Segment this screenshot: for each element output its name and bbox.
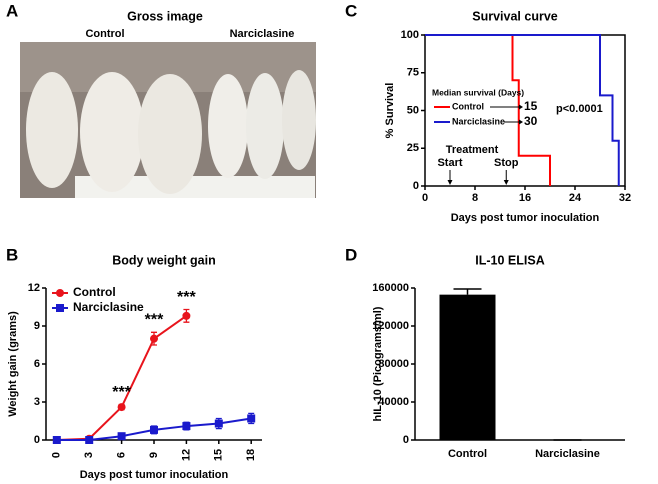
marker — [117, 432, 126, 441]
group-label: Narciclasine — [230, 28, 295, 40]
photo — [20, 42, 316, 198]
significance: *** — [177, 289, 196, 306]
legend-label: Control — [452, 101, 484, 111]
y-tick-label: 120000 — [372, 320, 409, 332]
treatment-title: Treatment — [446, 144, 499, 156]
x-tick-label: 3 — [83, 452, 95, 458]
y-tick-label: 160000 — [372, 282, 409, 294]
legend-label: Control — [73, 285, 116, 299]
x-tick-label: 32 — [619, 192, 631, 204]
panel-letter: B — [6, 245, 18, 264]
marker — [85, 436, 94, 444]
p-value: p<0.0001 — [556, 103, 603, 115]
y-axis-label: Weight gain (grams) — [7, 311, 19, 417]
x-axis-label: Days post tumor inoculation — [451, 212, 600, 224]
x-tick-label: 24 — [569, 192, 582, 204]
legend-label: Narciclasine — [452, 116, 505, 126]
y-tick-label: 9 — [34, 320, 40, 332]
x-axis-label: Days post tumor inoculation — [80, 469, 229, 481]
y-tick-label: 100 — [401, 29, 419, 41]
x-tick-label: Narciclasine — [535, 448, 600, 460]
y-tick-label: 0 — [413, 180, 419, 192]
treatment-label: Stop — [494, 157, 519, 169]
legend-arrowhead — [519, 119, 523, 125]
mouse — [282, 70, 316, 170]
y-axis-label: hIL-10 (Picograms/ml) — [372, 306, 384, 421]
marker — [182, 422, 191, 431]
panel-letter: C — [345, 1, 357, 20]
median-label: 30 — [524, 114, 538, 128]
x-tick-label: 8 — [472, 192, 478, 204]
y-tick-label: 80000 — [378, 358, 409, 370]
y-axis-label: % Survival — [384, 83, 396, 139]
y-tick-label: 40000 — [378, 396, 409, 408]
x-tick-label: 18 — [245, 449, 257, 461]
chart-title: Body weight gain — [112, 253, 215, 267]
bar — [439, 294, 496, 440]
legend-marker — [56, 304, 64, 312]
mouse — [26, 72, 78, 188]
y-tick-label: 25 — [407, 142, 419, 154]
panel-letter: D — [345, 245, 357, 264]
legend-marker — [56, 289, 64, 297]
marker — [247, 414, 256, 423]
marker — [214, 419, 223, 428]
photo-title: Gross image — [127, 9, 203, 23]
chart-title: IL-10 ELISA — [475, 253, 544, 267]
treatment-arrowhead — [503, 180, 509, 185]
y-tick-label: 75 — [407, 67, 419, 79]
y-tick-label: 0 — [34, 434, 40, 446]
x-tick-label: 15 — [213, 449, 225, 461]
mouse — [138, 74, 202, 194]
x-tick-label: 9 — [148, 452, 160, 458]
significance: *** — [145, 312, 164, 329]
x-tick-label: 0 — [51, 452, 63, 458]
x-tick-label: 6 — [116, 452, 128, 458]
treatment-label: Start — [437, 157, 462, 169]
series-line — [56, 315, 187, 441]
marker — [117, 403, 126, 412]
x-tick-label: 12 — [180, 449, 192, 461]
legend-label: Narciclasine — [73, 300, 144, 314]
marker — [182, 311, 191, 320]
ruler — [75, 176, 315, 198]
legend-title: Median survival (Days) — [432, 87, 524, 97]
legend-arrowhead — [519, 104, 523, 110]
marker — [52, 436, 61, 444]
survival-line — [425, 34, 620, 186]
group-label: Control — [85, 28, 124, 40]
marker — [150, 425, 158, 434]
x-tick-label: 16 — [519, 192, 531, 204]
chart-title: Survival curve — [472, 9, 558, 23]
mouse — [208, 74, 248, 178]
mouse — [80, 72, 144, 192]
panel-letter: A — [6, 1, 18, 20]
y-tick-label: 12 — [28, 282, 40, 294]
median-label: 15 — [524, 99, 538, 113]
mouse — [246, 73, 284, 179]
y-tick-label: 3 — [34, 396, 40, 408]
x-tick-label: Control — [448, 448, 487, 460]
y-tick-label: 0 — [403, 434, 409, 446]
marker — [150, 334, 158, 343]
x-tick-label: 0 — [422, 192, 428, 204]
error-bar — [453, 288, 482, 295]
significance: *** — [112, 384, 131, 401]
y-tick-label: 50 — [407, 104, 419, 116]
treatment-arrowhead — [447, 180, 453, 185]
y-tick-label: 6 — [34, 358, 40, 370]
